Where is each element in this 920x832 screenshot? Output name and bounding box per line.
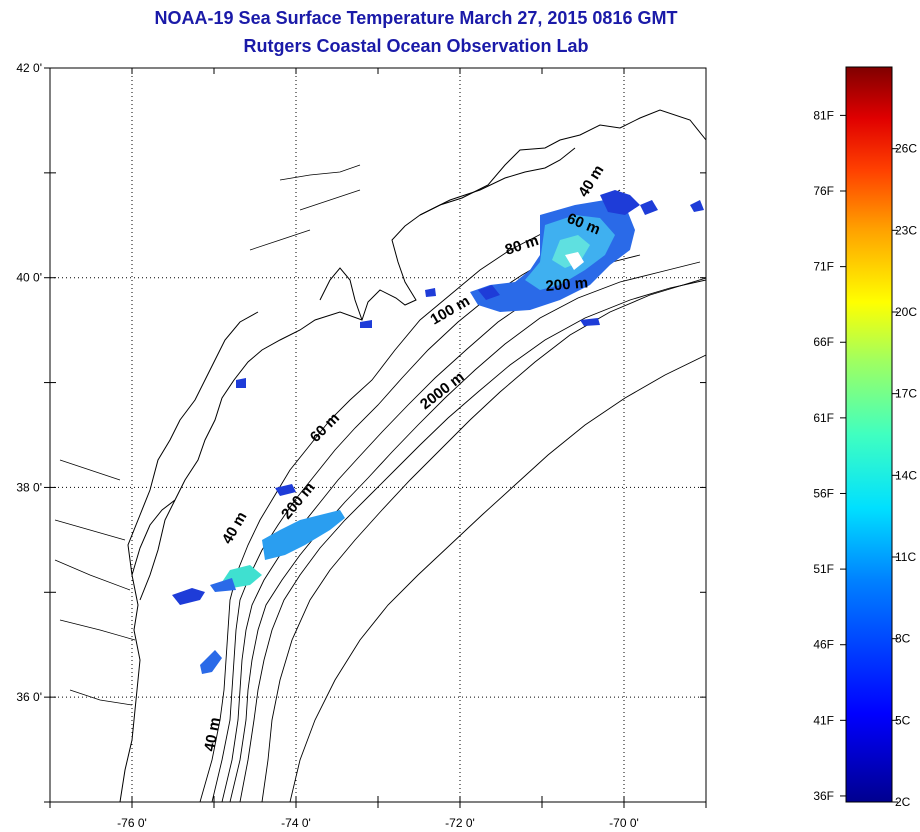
colorbar-f-label: 56F [813,486,834,500]
colorbar-f-label: 81F [813,108,834,122]
x-tick-label: -72 0' [445,816,475,830]
isobath-label: 200 m [545,274,589,295]
isobath-2000m [261,277,706,802]
x-tick-label: -74 0' [281,816,311,830]
colorbar-c-label: 17C [895,387,917,401]
isobath-label: 40 m [201,716,224,753]
y-tick-label: 38 0' [16,480,42,494]
isobath-40m [199,189,621,802]
colorbar-labels: 81F 76F 71F 66F 61F 56F 51F 46F 41F 36F 26C 23C 20C 1… [813,108,917,809]
isobath-100m [229,261,701,802]
delaware-bay-shore [319,267,363,321]
map-title: NOAA-19 Sea Surface Temperature March 27… [154,8,678,28]
chesapeake-bay-shore [127,311,259,601]
x-tick-label: -70 0' [609,816,639,830]
map-frame [49,67,707,803]
y-tick-label: 36 0' [16,690,42,704]
colorbar-f-label: 46F [813,638,834,652]
colorbar-f-label: 36F [813,789,834,803]
colorbar-f-label: 71F [813,260,834,274]
colorbar-c-label: 23C [895,223,917,237]
sst-patches [172,190,704,674]
colorbar [845,66,893,803]
river-lines [54,164,361,706]
colorbar-c-label: 14C [895,468,917,482]
colorbar-f-label: 66F [813,335,834,349]
colorbar-c-label: 11C [895,550,916,564]
colorbar-c-label: 5C [895,713,911,727]
map-axes: -76 0' -74 0' -72 0' -70 0' 42 0' 40 0' 38 0' 3… [16,61,707,830]
colorbar-f-label: 51F [813,562,834,576]
colorbar-f-label: 41F [813,713,834,727]
colorbar-f-label: 76F [813,184,834,198]
colorbar-c-label: 8C [895,632,911,646]
isobath-deep [289,354,706,802]
long-island-shore [419,147,576,216]
colorbar-f-label: 61F [813,411,834,425]
colorbar-c-label: 2C [895,795,911,809]
y-tick-label: 42 0' [16,61,42,75]
x-tick-label: -76 0' [117,816,147,830]
colorbar-c-label: 20C [895,305,917,319]
map-subtitle: Rutgers Coastal Ocean Observation Lab [243,36,589,56]
y-tick-label: 40 0' [16,271,42,285]
isobath-200m [239,279,706,802]
colorbar-c-label: 26C [895,142,917,156]
